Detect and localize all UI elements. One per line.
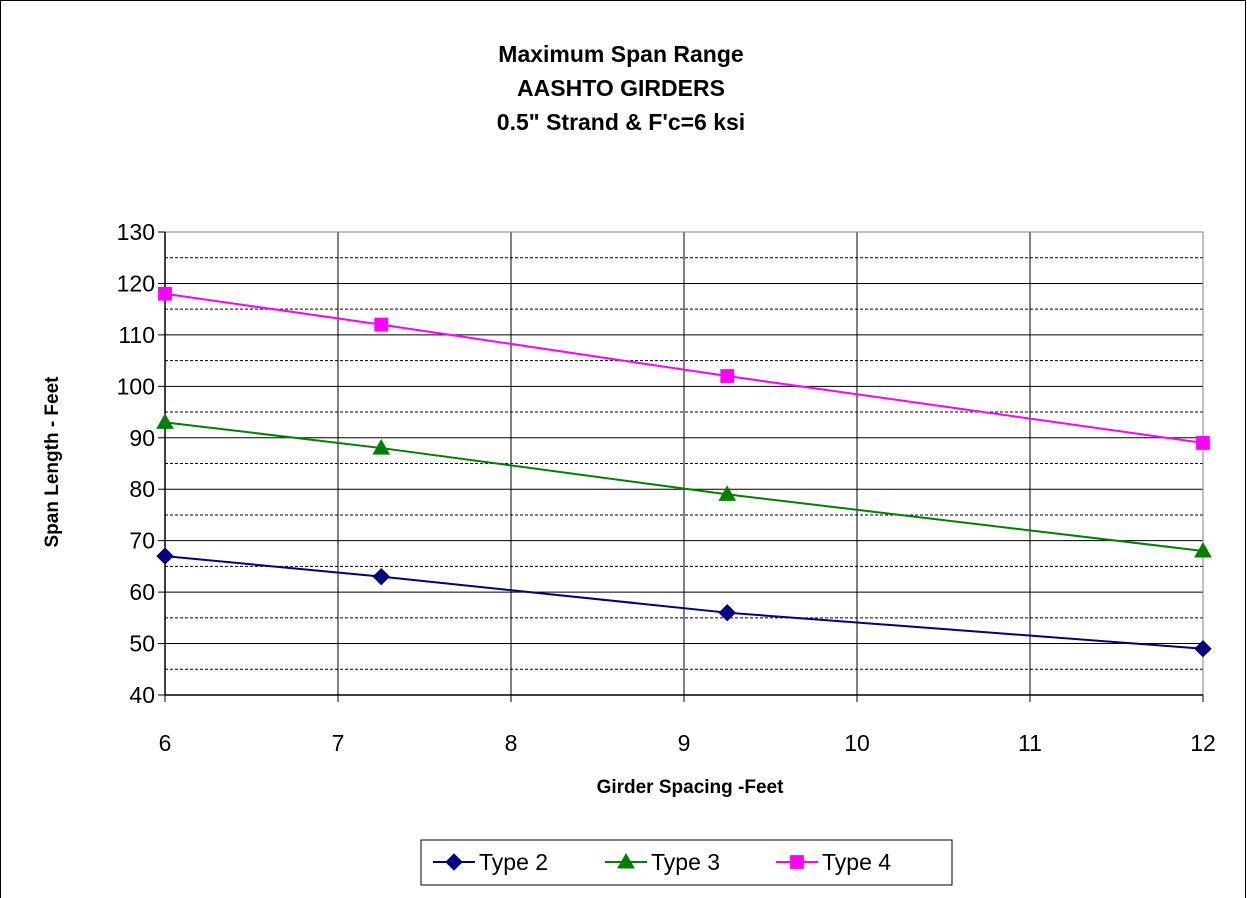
- data-point-type-4: [158, 286, 172, 301]
- grid: [164, 231, 1204, 696]
- data-point-type-3: [156, 413, 174, 429]
- chart-title-line-2: AASHTO GIRDERS: [517, 75, 725, 101]
- chart-title-line-1: Maximum Span Range: [498, 41, 743, 67]
- x-tick-label: 6: [159, 730, 172, 756]
- data-point-type-2: [1194, 639, 1212, 658]
- legend-label-type-3: Type 3: [651, 849, 720, 875]
- y-tick-label: 120: [117, 270, 155, 296]
- data-point-type-4: [1196, 436, 1210, 450]
- series-type-2: [156, 547, 1212, 658]
- legend: Type 2 Type 3 Type 4: [420, 839, 953, 886]
- legend-label-type-4: Type 4: [822, 849, 891, 875]
- axes: 40 50 60 70 80 90 100 110 120 130 6 7 8 9 10 11 12: [117, 219, 1216, 756]
- x-tick-label: 11: [1018, 730, 1042, 756]
- y-tick-label: 70: [129, 528, 155, 554]
- series-type-4: [158, 286, 1210, 450]
- data-point-type-2: [718, 603, 736, 622]
- y-tick-label: 60: [129, 579, 155, 605]
- x-axis-title: Girder Spacing -Feet: [597, 777, 785, 798]
- data-point-type-3: [372, 439, 391, 455]
- series: [156, 286, 1212, 658]
- chart-title-line-3: 0.5" Strand & F'c=6 ksi: [497, 109, 745, 135]
- legend-item-type-4: Type 4: [776, 849, 891, 875]
- y-tick-label: 110: [118, 322, 155, 348]
- y-tick-label: 40: [129, 682, 155, 708]
- y-tick-label: 50: [129, 631, 155, 657]
- chart-title: Maximum Span Range AASHTO GIRDERS 0.5" S…: [497, 41, 745, 135]
- legend-item-type-3: Type 3: [605, 849, 720, 875]
- data-point-type-4: [374, 317, 389, 332]
- series-line-type-3: [164, 421, 1204, 552]
- legend-marker-type-4: [790, 855, 804, 869]
- x-tick-label: 9: [678, 730, 691, 756]
- data-point-type-2: [372, 567, 390, 586]
- data-point-type-3: [718, 485, 737, 501]
- y-tick-label: 90: [129, 425, 155, 451]
- data-point-type-4: [720, 369, 735, 383]
- x-tick-label: 7: [332, 730, 345, 756]
- series-line-type-2: [164, 555, 1204, 650]
- y-tick-label: 130: [117, 219, 155, 245]
- y-tick-label: 100: [117, 373, 155, 399]
- y-axis-title: Span Length - Feet: [42, 376, 63, 548]
- legend-item-type-2: Type 2: [433, 849, 548, 875]
- y-tick-label: 80: [129, 476, 155, 502]
- series-type-3: [156, 413, 1212, 558]
- x-tick-label: 10: [844, 730, 870, 756]
- legend-marker-type-3: [617, 852, 635, 869]
- data-point-type-3: [1194, 541, 1212, 558]
- series-line-type-4: [164, 292, 1204, 444]
- legend-marker-type-2: [445, 853, 463, 871]
- x-tick-label: 12: [1190, 730, 1216, 756]
- x-tick-label: 8: [505, 730, 518, 756]
- legend-label-type-2: Type 2: [479, 849, 548, 875]
- data-point-type-2: [156, 547, 174, 565]
- legend-box: [420, 839, 953, 886]
